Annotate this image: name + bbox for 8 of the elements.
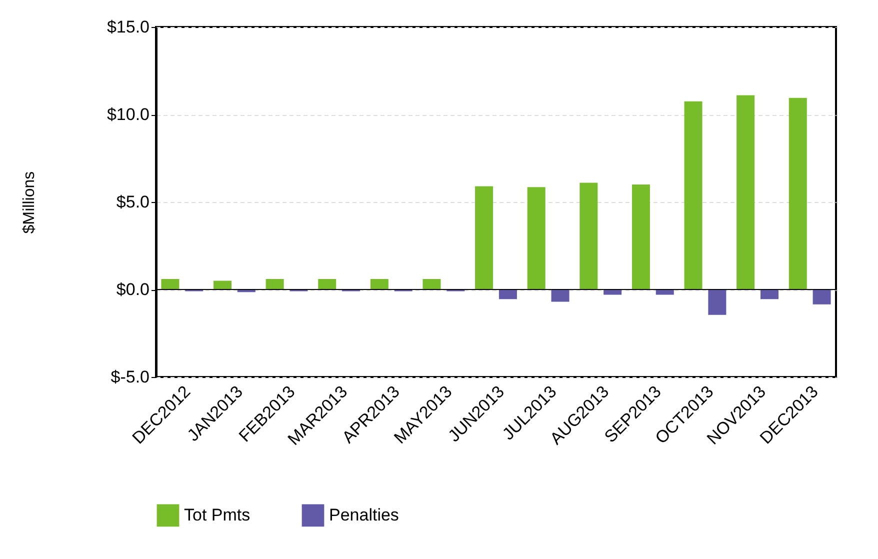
legend-label: Tot Pmts xyxy=(184,505,250,524)
y-tick-label: $0.0 xyxy=(116,280,150,299)
y-tick-label: $10.0 xyxy=(106,105,150,124)
y-axis-title: $Millions xyxy=(20,171,38,234)
y-tick-label: $-5.0 xyxy=(110,368,150,386)
legend-label: Penalties xyxy=(329,505,399,524)
y-tick-label: $15.0 xyxy=(106,18,150,36)
y-tick-label: $5.0 xyxy=(116,192,150,212)
